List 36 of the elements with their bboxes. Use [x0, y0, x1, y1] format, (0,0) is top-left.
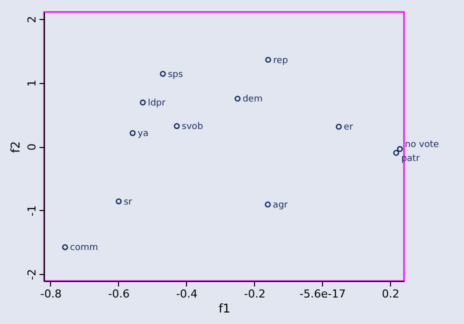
annotation: svob [182, 122, 204, 132]
x-tick-label: -0.8 [40, 288, 62, 300]
annotation: er [344, 122, 354, 133]
annotation: dem [242, 94, 263, 105]
y-tick-label: 1 [26, 80, 38, 87]
x-axis-title: f1 [218, 302, 230, 316]
annotation: ldpr [148, 98, 166, 109]
y-tick-label: 2 [26, 16, 38, 24]
annotation: no vote [404, 140, 440, 150]
point [160, 70, 166, 77]
x-tick-label: -5.6e-17 [300, 288, 346, 300]
point [265, 56, 272, 63]
point [62, 244, 68, 250]
point [234, 96, 241, 102]
annotation: agr [272, 200, 288, 211]
point [116, 198, 122, 204]
annotation: rep [273, 56, 288, 66]
x-tick-label: -0.4 [176, 288, 198, 300]
point [393, 150, 400, 156]
annotation: sps [168, 70, 184, 80]
y-axis-title: f2 [8, 141, 22, 153]
y-tick-label: -1 [26, 205, 38, 216]
annotation: comm [70, 243, 98, 254]
x-tick-label: 0.2 [382, 288, 400, 300]
point [130, 130, 136, 136]
x-tick-label: -0.2 [244, 288, 266, 300]
y-tick-label: -2 [26, 269, 38, 280]
point [264, 202, 271, 208]
point [140, 100, 146, 106]
point [174, 123, 180, 130]
annotation: ya [138, 129, 148, 140]
y-tick-label: 0 [26, 144, 38, 150]
x-tick-label: -0.6 [108, 288, 130, 300]
point [336, 124, 342, 130]
annotation: sr [124, 197, 132, 208]
point [396, 146, 403, 152]
